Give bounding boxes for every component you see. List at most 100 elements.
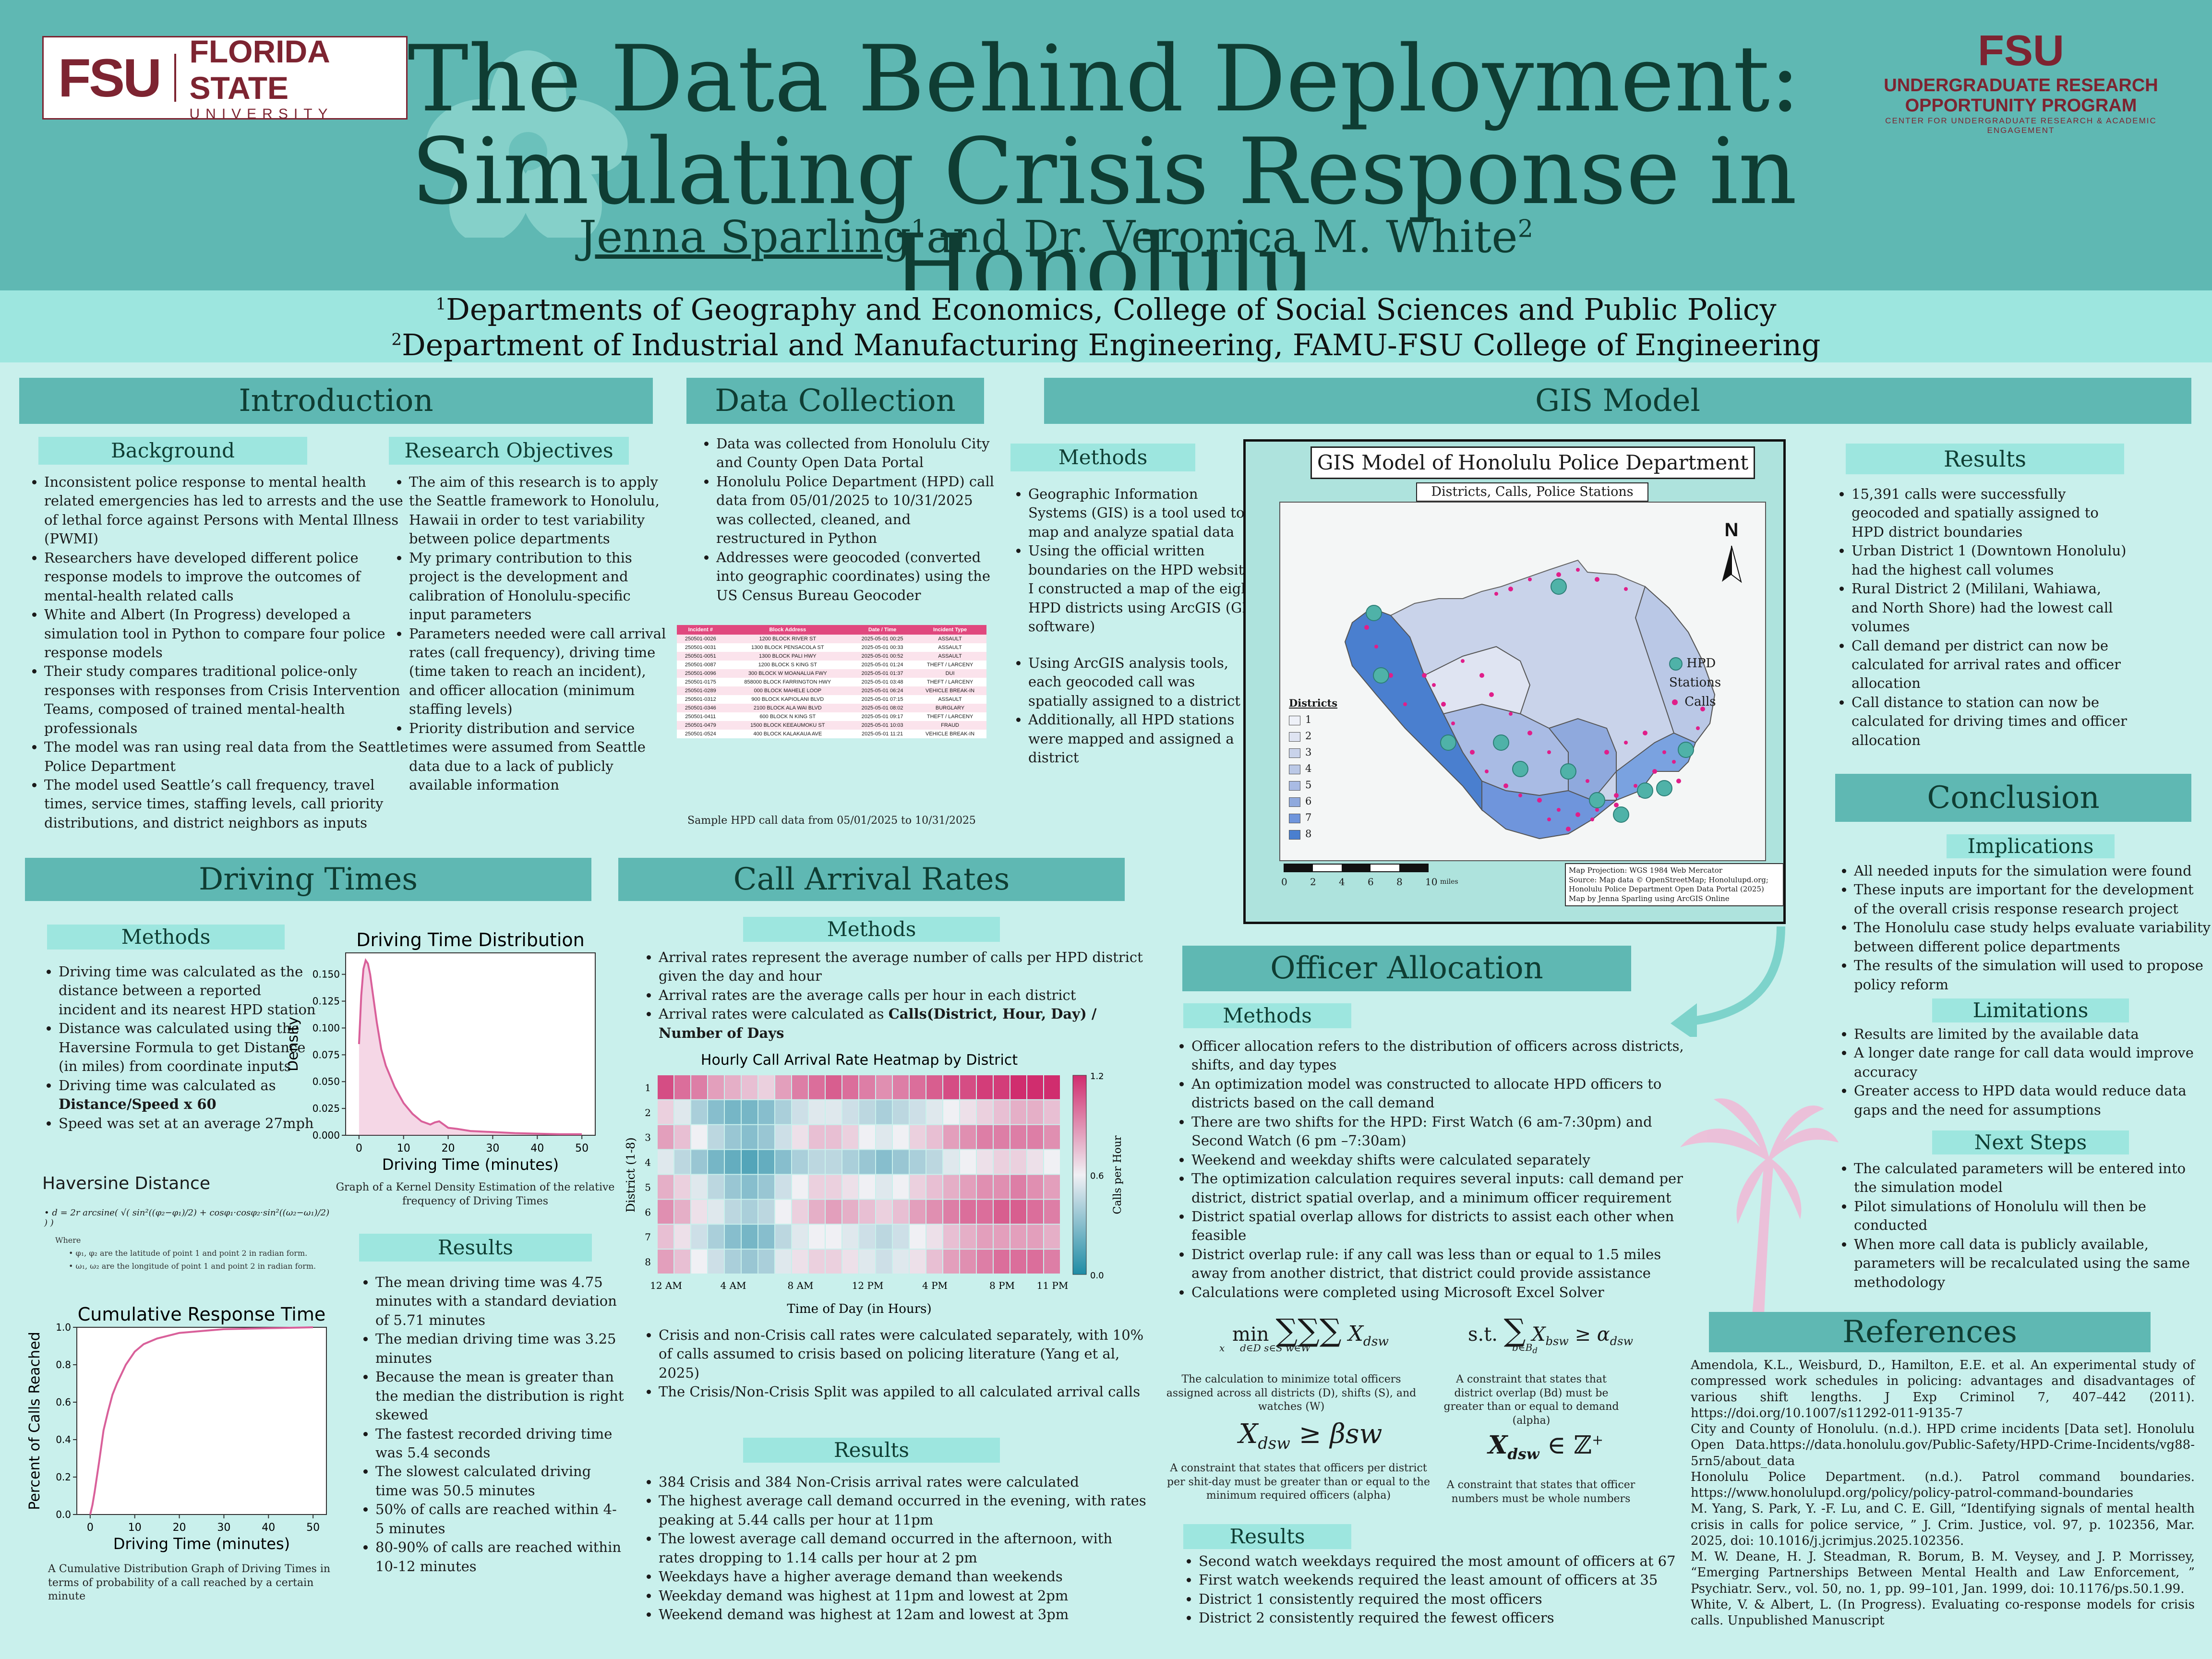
scale-bar: 0 2 4 6 8 10 miles	[1279, 862, 1481, 892]
heatmap-chart: Hourly Call Arrival Rate Heatmap by Dist…	[624, 1052, 1124, 1316]
table-cell: 250501-0175	[677, 678, 724, 686]
table-cell: VEHICLE BREAK-IN	[914, 730, 986, 738]
heatmap-cell	[775, 1100, 791, 1124]
heatmap-cell	[758, 1075, 774, 1099]
scale-unit: miles	[1440, 878, 1458, 886]
north-arrow-label: N	[1725, 519, 1739, 541]
legend-label: 3	[1305, 746, 1312, 758]
legend-row: 4	[1289, 760, 1331, 777]
colorbar	[1072, 1075, 1087, 1275]
where-item: • ω₁, ω₂ are the longitude of point 1 an…	[69, 1262, 316, 1271]
heatmap-cell	[893, 1225, 909, 1249]
heatmap-cell	[708, 1100, 724, 1124]
heatmap-cell	[842, 1250, 858, 1274]
limitations-subheader: Limitations	[1932, 998, 2129, 1022]
reference-item: Amendola, K.L., Weisburd, D., Hamilton, …	[1691, 1358, 2195, 1420]
list-item: Honolulu Police Department (HPD) call da…	[716, 472, 999, 548]
heatmap-cell	[674, 1250, 690, 1274]
table-cell: 250501-0312	[677, 695, 724, 704]
list-item: 80-90% of calls are reached within 10-12…	[375, 1538, 625, 1576]
table-row: 250501-0031 1300 BLOCK PENSACOLA ST 2025-0…	[677, 643, 986, 652]
fsu-mark: FSU	[58, 48, 162, 108]
heatmap-cell	[926, 1100, 942, 1124]
table-cell: 858000 BLOCK FARRINGTON HWY	[724, 678, 852, 686]
table-row: 250501-0312 900 BLOCK KAPIOLANI BLVD 2025-…	[677, 695, 986, 704]
heatmap-cell	[725, 1125, 741, 1149]
next-steps-list: The calculated parameters will be entere…	[1834, 1159, 2212, 1292]
heatmap-cell	[674, 1225, 690, 1249]
series-line	[89, 1326, 313, 1515]
fsu-logo: FSU FLORIDA STATE UNIVERSITY	[42, 34, 408, 122]
heatmap-cell	[943, 1175, 959, 1199]
list-item: District overlap rule: if any call was l…	[1191, 1245, 1691, 1283]
heatmap-cell	[708, 1200, 724, 1224]
x-tick-label: 8 PM	[989, 1280, 1015, 1291]
implications-subheader: Implications	[1947, 834, 2115, 858]
y-tick-label: 7	[645, 1231, 651, 1243]
list-item: The calculated parameters will be entere…	[1854, 1159, 2212, 1197]
reference-item: Honolulu Police Department. (n.d.). Patr…	[1691, 1469, 2195, 1501]
legend-row: 5	[1289, 777, 1331, 793]
officer-methods-subheader: Methods	[1183, 1003, 1351, 1028]
urop-logo: FSU UNDERGRADUATE RESEARCH OPPORTUNITY P…	[1853, 26, 2189, 135]
heatmap-cell	[758, 1200, 774, 1224]
heatmap-cell	[775, 1225, 791, 1249]
heatmap-cell	[742, 1150, 757, 1174]
table-cell: 1200 BLOCK RIVER ST	[724, 635, 852, 643]
table-cell: 1500 BLOCK KEEAUMOKU ST	[724, 721, 852, 730]
reference-item: City and County of Honolulu. (n.d.). HPD…	[1691, 1422, 2195, 1468]
point-legend: HPD Stations Calls	[1669, 654, 1765, 711]
table-cell: 300 BLOCK W MOANALUA FWY	[724, 669, 852, 678]
x-tick-label: 11 PM	[1037, 1280, 1069, 1291]
chart-title: Hourly Call Arrival Rate Heatmap by Dist…	[701, 1052, 1018, 1069]
haversine-where: Where • φ₁, φ₂ are the latitude of point…	[55, 1234, 343, 1273]
conclusion-header: Conclusion	[1835, 774, 2191, 822]
heatmap-cell	[742, 1175, 757, 1199]
urop-line1: UNDERGRADUATE RESEARCH	[1884, 75, 2158, 96]
x-tick-label: 50	[306, 1522, 320, 1534]
heatmap-cell	[926, 1175, 942, 1199]
heatmap-cell	[725, 1175, 741, 1199]
heatmap-cell	[960, 1150, 976, 1174]
y-tick-label: 5	[645, 1181, 651, 1193]
heatmap-cell	[758, 1100, 774, 1124]
heatmap-cell	[859, 1075, 875, 1099]
heatmap-cell	[994, 1225, 1010, 1249]
x-tick-label: 10	[128, 1522, 142, 1534]
y-tick-label: 0.000	[313, 1130, 340, 1141]
intro-header: Introduction	[19, 378, 653, 424]
y-tick-label: 0.150	[313, 969, 340, 980]
where-label: Where	[55, 1236, 81, 1245]
list-item: The fastest recorded driving time was 5.…	[375, 1425, 625, 1463]
heatmap-cell	[708, 1125, 724, 1149]
haversine-formula-text: d = 2r arcsine( √( sin²((φ₂−φ₁)/2) + cos…	[44, 1208, 330, 1228]
heatmap-cell	[960, 1125, 976, 1149]
arrival-results-list: 384 Crisis and 384 Non-Crisis arrival ra…	[638, 1473, 1148, 1624]
heatmap-cell	[926, 1200, 942, 1224]
colorbar-label: Calls per Hour	[1112, 1135, 1124, 1214]
heatmap-cell	[792, 1125, 808, 1149]
reference-item: M. Yang, S. Park, Y. -F. Lu, and C. E. G…	[1691, 1502, 2195, 1548]
map-canvas: N Districts 1 2 3 4 5 6 7 8 HPD Stations Calls	[1279, 502, 1766, 861]
table-cell: 000 BLOCK MAHELE LOOP	[724, 686, 852, 695]
table-cell: ASSAULT	[914, 652, 986, 661]
heatmap-cell	[775, 1200, 791, 1224]
heatmap-cell	[691, 1100, 707, 1124]
table-cell: DUI	[914, 669, 986, 678]
y-tick-label: 4	[645, 1157, 651, 1168]
where-omega: ω₁, ω₂ are the longitude of point 1 and …	[75, 1262, 316, 1271]
heatmap-cell	[960, 1250, 976, 1274]
heatmap-cell	[742, 1250, 757, 1274]
list-item: Pilot simulations of Honolulu will then …	[1854, 1197, 2212, 1235]
heatmap-cell	[994, 1075, 1010, 1099]
table-cell: 250501-0087	[677, 661, 724, 669]
heatmap-cell	[658, 1100, 673, 1124]
heatmap-cell	[792, 1075, 808, 1099]
author1-sup: 1	[911, 214, 926, 243]
legend-row: 2	[1289, 728, 1331, 744]
table-cell: 250501-0026	[677, 635, 724, 643]
legend-swatch	[1289, 715, 1300, 725]
table-header-cell: Incident #	[677, 625, 724, 635]
arrival-methods-list-2: Crisis and non-Crisis call rates were ca…	[638, 1326, 1148, 1402]
heatmap-cell	[775, 1125, 791, 1149]
